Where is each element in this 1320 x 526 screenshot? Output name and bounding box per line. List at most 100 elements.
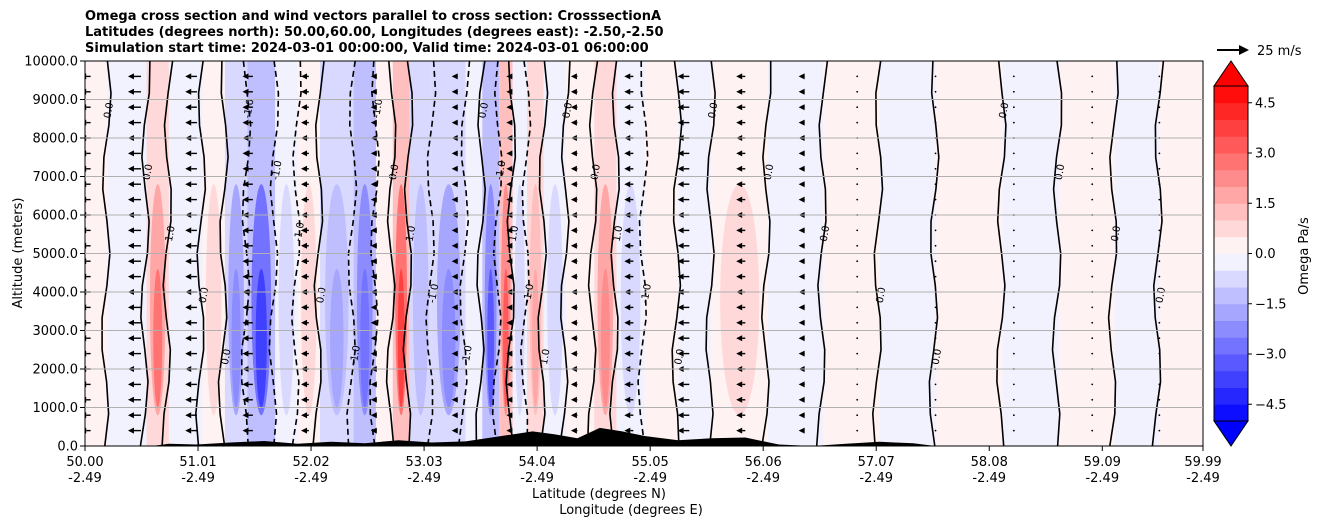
wind-vector-14-5: [934, 352, 937, 355]
colorbar-segment-8: [1214, 270, 1248, 288]
wind-vector-17-5: [1158, 352, 1161, 355]
wind-vector-head: [677, 273, 684, 280]
wind-vector-head: [185, 381, 192, 388]
y-tick-label-8: 8000.0: [33, 132, 79, 147]
wind-vector-11-5: [736, 350, 746, 357]
wind-vector-head: [127, 119, 134, 126]
wind-vector-head: [624, 104, 631, 111]
wind-vector-14-11: [934, 260, 937, 263]
contour-label-7: -1.0: [293, 221, 307, 242]
wind-vector-13-12: [856, 244, 859, 247]
wind-vector-head: [370, 412, 377, 419]
wind-vector-head: [624, 73, 631, 80]
wind-vector-head: [185, 150, 192, 157]
wind-vector-8-16: [570, 181, 578, 188]
wind-vector-9-20: [624, 119, 634, 126]
wind-vector-head: [127, 258, 134, 265]
colorbar-tick-label-3: 0.0: [1255, 247, 1276, 262]
wind-vector-head: [736, 242, 743, 249]
wind-vector-14-1: [934, 414, 937, 417]
wind-vector-13-5: [856, 352, 859, 355]
wind-vector-10-7: [677, 319, 690, 326]
wind-vector-head: [370, 258, 377, 265]
omega-core-29: [887, 184, 928, 416]
wind-vector-9-1: [624, 412, 634, 419]
wind-vector-4-13: [301, 227, 309, 234]
contour-label-30: 0.0: [998, 102, 1012, 120]
omega-peak-9: [330, 268, 344, 408]
wind-vector-2-5: [185, 350, 197, 357]
wind-vector-9-3: [624, 381, 634, 388]
wind-vector-3-21: [242, 104, 253, 111]
wind-vector-head: [370, 273, 377, 280]
wind-vector-17-10: [1158, 275, 1161, 278]
wind-vector-3-16: [242, 181, 253, 188]
wind-vector-17-17: [1158, 167, 1161, 170]
contour-label-23: -1.0: [640, 283, 654, 304]
wind-vector-head: [185, 242, 192, 249]
wind-vector-head: [242, 150, 249, 157]
wind-vector-7-8: [506, 304, 513, 311]
omega-core-20: [547, 184, 563, 416]
contour-label-5: -1.0: [242, 98, 256, 119]
wind-vector-8-15: [570, 196, 578, 203]
colorbar-segment-17: [1214, 119, 1248, 137]
contour-label-8: 0.0: [315, 286, 329, 304]
wind-vector-head: [242, 73, 249, 80]
wind-vector-17-16: [1158, 183, 1161, 186]
wind-vector-14-23: [934, 75, 937, 78]
omega-core-33: [1121, 184, 1153, 416]
wind-vector-6-18: [451, 150, 458, 157]
wind-vector-17-2: [1158, 398, 1161, 401]
colorbar-segment-12: [1214, 203, 1248, 221]
wind-vector-head: [301, 165, 308, 172]
wind-vector-head: [570, 73, 577, 80]
wind-vector-head: [451, 242, 458, 249]
wind-vector-12-5: [798, 350, 805, 357]
wind-vector-head: [242, 381, 249, 388]
wind-vector-6-0: [451, 427, 458, 434]
wind-vector-head: [624, 412, 631, 419]
wind-vector-head: [242, 227, 249, 234]
wind-vector-head: [624, 427, 631, 434]
wind-vector-14-15: [934, 198, 937, 201]
wind-vector-11-23: [736, 73, 746, 80]
wind-vector-12-22: [798, 88, 805, 95]
wind-vector-head: [370, 119, 377, 126]
wind-vector-6-8: [451, 304, 458, 311]
wind-vector-head: [127, 381, 134, 388]
omega-peak-22: [600, 268, 610, 408]
wind-vector-head: [301, 196, 308, 203]
wind-vector-9-6: [624, 335, 634, 342]
wind-vector-15-7: [1012, 321, 1015, 324]
wind-vector-head: [624, 88, 631, 95]
wind-vector-15-16: [1012, 183, 1015, 186]
wind-vector-head: [242, 88, 249, 95]
wind-vector-head: [570, 181, 577, 188]
wind-vector-1-5: [127, 350, 141, 357]
wind-vector-head: [736, 181, 743, 188]
wind-vector-head: [736, 165, 743, 172]
wind-vector-13-22: [856, 90, 859, 93]
wind-vector-2-15: [185, 196, 197, 203]
wind-vector-1-2: [127, 396, 141, 403]
x-tick-lat-6: 56.06: [745, 455, 782, 470]
wind-vector-head: [242, 119, 249, 126]
wind-vector-head: [370, 73, 377, 80]
wind-vector-12-18: [798, 150, 805, 157]
wind-vector-head: [677, 319, 684, 326]
wind-vector-14-10: [934, 275, 937, 278]
wind-vector-head: [242, 412, 249, 419]
wind-vector-8-0: [570, 427, 578, 434]
wind-vector-10-21: [677, 104, 690, 111]
wind-vector-5-17: [370, 165, 377, 172]
y-tick-label-7: 7000.0: [33, 170, 79, 185]
wind-vector-9-7: [624, 319, 634, 326]
wind-vector-6-6: [451, 335, 458, 342]
wind-vector-2-20: [185, 119, 197, 126]
wind-vector-3-1: [242, 412, 253, 419]
wind-vector-12-0: [798, 427, 805, 434]
wind-vector-1-10: [127, 273, 141, 280]
wind-vector-10-3: [677, 381, 690, 388]
wind-vector-head: [185, 73, 192, 80]
